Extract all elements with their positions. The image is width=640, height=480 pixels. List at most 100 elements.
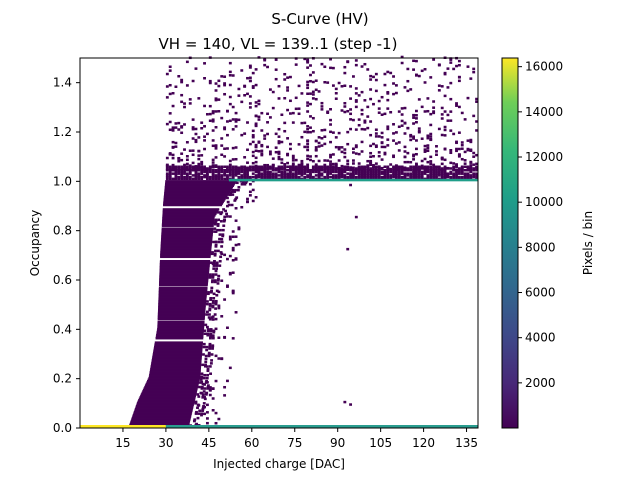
heatmap-cell bbox=[455, 172, 458, 175]
heatmap-cell bbox=[289, 167, 292, 171]
heatmap-cell bbox=[208, 119, 212, 123]
heatmap-cell bbox=[346, 175, 350, 179]
heatmap-cell bbox=[426, 160, 430, 164]
heatmap-cell bbox=[225, 212, 229, 216]
heatmap-cell bbox=[437, 168, 441, 171]
heatmap-cell bbox=[165, 96, 169, 99]
heatmap-cell bbox=[131, 416, 191, 420]
heatmap-cell bbox=[174, 177, 178, 181]
heatmap-cell bbox=[165, 174, 169, 177]
heatmap-cell bbox=[389, 71, 393, 75]
heatmap-cell bbox=[291, 159, 295, 162]
heatmap-cell bbox=[343, 167, 347, 170]
heatmap-cell bbox=[202, 402, 206, 405]
heatmap-cell bbox=[271, 168, 275, 172]
heatmap-cell bbox=[326, 111, 330, 114]
heatmap-cell bbox=[246, 161, 249, 164]
heatmap-cell bbox=[226, 326, 229, 329]
heatmap-cell bbox=[147, 379, 200, 383]
heatmap-cell bbox=[205, 411, 209, 414]
heatmap-cell bbox=[277, 140, 281, 143]
heatmap-cell bbox=[197, 136, 201, 139]
heatmap-cell bbox=[274, 58, 278, 61]
heatmap-cell bbox=[205, 403, 209, 407]
x-axis: 15 30 45 60 75 90 105 120 135 bbox=[115, 428, 478, 450]
heatmap-cell bbox=[254, 164, 258, 168]
heatmap-cell bbox=[394, 84, 398, 87]
heatmap-cell bbox=[443, 148, 447, 151]
heatmap-cell bbox=[220, 137, 224, 140]
heatmap-cell bbox=[392, 139, 395, 142]
heatmap-cell bbox=[260, 166, 264, 170]
heatmap-cell bbox=[432, 163, 436, 167]
heatmap-cell bbox=[469, 167, 473, 170]
heatmap-cell bbox=[208, 104, 212, 108]
heatmap-cell bbox=[205, 313, 208, 316]
heatmap-cell bbox=[415, 152, 418, 156]
heatmap-cell bbox=[435, 150, 438, 153]
heatmap-cell bbox=[469, 138, 473, 142]
heatmap-cell bbox=[211, 174, 215, 177]
heatmap-cell bbox=[234, 118, 238, 121]
colorbar-tick-label: 10000 bbox=[525, 195, 563, 209]
heatmap-cell bbox=[392, 75, 395, 78]
heatmap-cell bbox=[366, 159, 370, 163]
heatmap-cell bbox=[223, 92, 227, 96]
heatmap-cell bbox=[455, 170, 458, 174]
heatmap-cell bbox=[217, 168, 221, 172]
heatmap-cell bbox=[228, 235, 232, 239]
heatmap-cell bbox=[337, 159, 341, 162]
heatmap-cell bbox=[383, 175, 387, 179]
heatmap-cell bbox=[164, 193, 229, 196]
heatmap-cell bbox=[180, 93, 184, 97]
heatmap-cell bbox=[417, 166, 421, 170]
heatmap-cell bbox=[334, 170, 338, 174]
heatmap-cell bbox=[466, 165, 470, 169]
heatmap-cell bbox=[329, 172, 332, 175]
heatmap-cell bbox=[203, 332, 207, 336]
heatmap-cell bbox=[200, 387, 204, 390]
heatmap-cell bbox=[377, 99, 381, 103]
heatmap-cell bbox=[237, 227, 241, 231]
heatmap-cell bbox=[443, 110, 447, 113]
heatmap-cell bbox=[208, 274, 212, 278]
heatmap-cell bbox=[369, 167, 373, 170]
heatmap-cell bbox=[158, 283, 208, 287]
heatmap-cell bbox=[349, 112, 353, 116]
heatmap-cell bbox=[415, 174, 418, 177]
heatmap-cell bbox=[237, 94, 241, 97]
heatmap-cell bbox=[426, 136, 430, 140]
heatmap-cell bbox=[228, 159, 232, 163]
heatmap-cell bbox=[383, 165, 387, 169]
heatmap-cell bbox=[314, 154, 318, 158]
heatmap-cell bbox=[183, 168, 186, 172]
heatmap-cell bbox=[349, 127, 353, 131]
heatmap-cell bbox=[268, 174, 272, 177]
heatmap-cell bbox=[377, 172, 381, 175]
heatmap-cell bbox=[211, 299, 215, 303]
heatmap-cell bbox=[201, 407, 205, 411]
heatmap-cell bbox=[174, 145, 178, 148]
heatmap-cell bbox=[136, 402, 195, 405]
heatmap-cell bbox=[248, 79, 252, 83]
heatmap-cell bbox=[397, 172, 401, 175]
heatmap-cell bbox=[165, 72, 169, 76]
heatmap-cell bbox=[426, 109, 430, 113]
heatmap-cell bbox=[306, 101, 310, 104]
heatmap-cell bbox=[254, 160, 258, 164]
colorbar-tick-label: 4000 bbox=[525, 331, 556, 345]
heatmap-cell bbox=[415, 121, 418, 124]
heatmap-cell bbox=[168, 120, 172, 124]
heatmap-cell bbox=[263, 175, 267, 179]
heatmap-cell bbox=[159, 262, 210, 266]
heatmap-cell bbox=[337, 166, 341, 170]
heatmap-cell bbox=[331, 170, 335, 174]
heatmap-cell bbox=[306, 128, 310, 131]
heatmap-cell bbox=[211, 139, 215, 142]
heatmap-cell bbox=[230, 203, 234, 207]
heatmap-cell bbox=[248, 106, 252, 109]
heatmap-cell bbox=[194, 67, 198, 70]
heatmap-cell bbox=[200, 168, 204, 172]
heatmap-cell bbox=[286, 108, 290, 112]
